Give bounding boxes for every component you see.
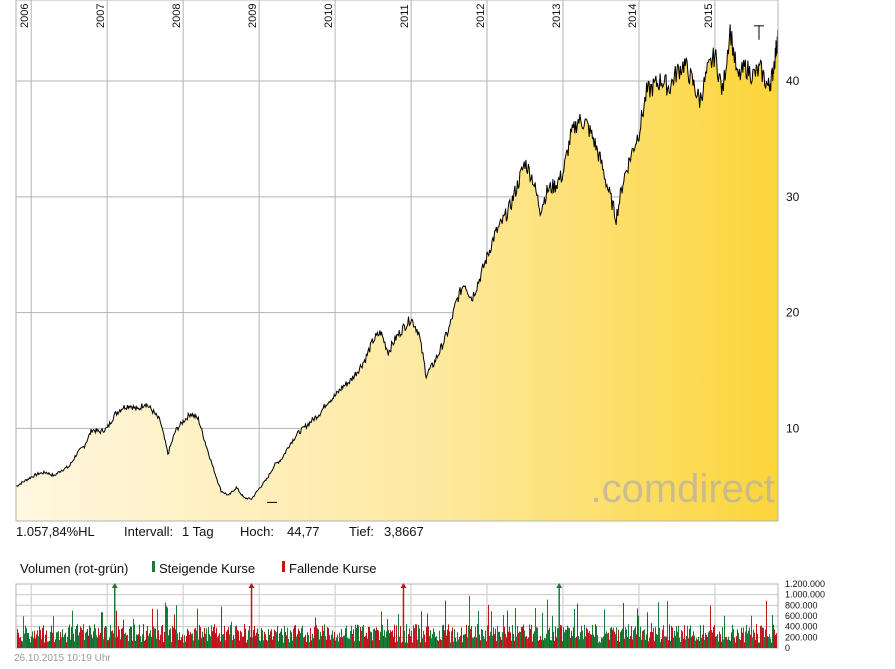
x-tick-label: 2012 [475, 4, 487, 28]
timestamp: 26.10.2015 10:19 Uhr [14, 653, 111, 664]
x-tick-label: 2013 [551, 4, 563, 28]
volume-tick-label: 200.000 [785, 632, 818, 642]
volume-spikes [111, 583, 563, 648]
price-x-axis: 2006 2007 2008 2009 2010 2011 2012 2013 2014 2015 [19, 4, 715, 28]
y-tick-label: 30 [786, 190, 800, 204]
rising-label: Steigende Kurse [159, 561, 256, 576]
x-tick-label: 2015 [703, 4, 715, 28]
volume-spike-arrow [111, 583, 118, 588]
watermark: .comdirect [591, 467, 776, 511]
x-tick-label: 2010 [323, 4, 335, 28]
price-chart: .comdirect 2006 2007 2008 2009 2010 2011 2012 2… [15, 0, 800, 522]
volume-tick-label: 800.000 [785, 600, 818, 610]
price-markers [267, 25, 765, 503]
volume-tick-label: 1.200.000 [785, 579, 825, 589]
x-tick-label: 2014 [627, 4, 639, 28]
rising-marker [152, 561, 155, 572]
y-tick-label: 20 [786, 306, 800, 320]
high-label: Hoch: [240, 524, 274, 539]
x-tick-label: 2009 [247, 4, 259, 28]
price-area-fill [16, 24, 778, 522]
volume-tick-label: 600.000 [785, 611, 818, 621]
interval-value: 1 Tag [182, 524, 214, 539]
volume-y-axis: 1.200.0001.000.000800.000600.000400.0002… [785, 579, 825, 652]
interval-label: Intervall: [124, 524, 174, 539]
x-tick-label: 2008 [171, 4, 183, 28]
high-value: 44,77 [287, 524, 320, 539]
price-frame [15, 0, 779, 522]
x-tick-label: 2007 [95, 4, 107, 28]
volume-title: Volumen (rot-grün) [20, 561, 129, 576]
volume-spike-arrow [248, 583, 255, 588]
low-label: Tief: [349, 524, 374, 539]
volume-spike-arrow [556, 583, 563, 588]
volume-tick-label: 400.000 [785, 622, 818, 632]
volume-bars [17, 595, 777, 648]
volume-chart: 1.200.0001.000.000800.000600.000400.0002… [15, 579, 825, 652]
price-line [15, 24, 779, 500]
price-y-axis: 10 20 30 40 [786, 74, 800, 435]
y-tick-label: 40 [786, 74, 800, 88]
volume-tick-label: 0 [785, 643, 790, 652]
falling-label: Fallende Kurse [289, 561, 377, 576]
volume-tick-label: 1.000.000 [785, 590, 825, 600]
x-tick-label: 2011 [399, 4, 411, 28]
volume-spike-arrow [400, 583, 407, 588]
falling-marker [282, 561, 285, 572]
y-tick-label: 10 [786, 421, 800, 435]
x-tick-label: 2006 [19, 4, 31, 28]
change-value: 1.057,84%HL [16, 524, 95, 539]
low-value: 3,8667 [384, 524, 424, 539]
